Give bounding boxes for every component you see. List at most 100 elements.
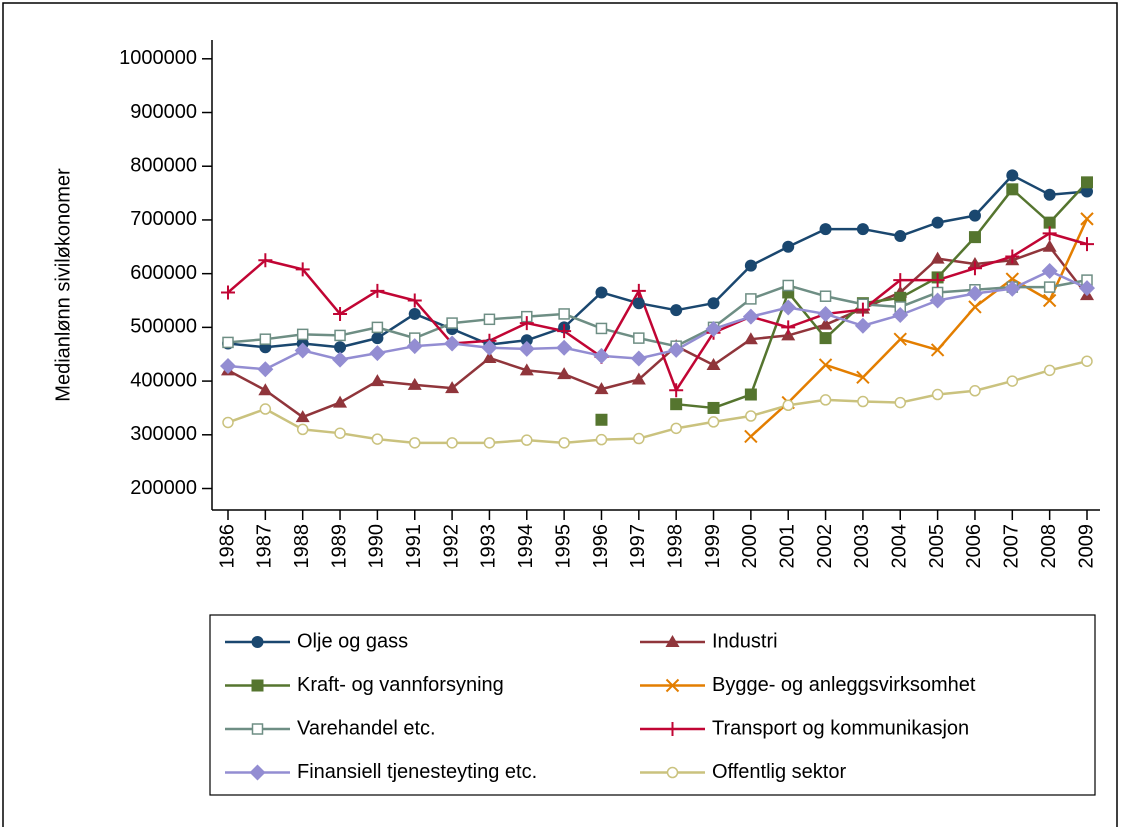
x-tick-label: 1990 (366, 524, 388, 569)
marker (893, 332, 907, 346)
x-tick-label: 2009 (1075, 524, 1097, 569)
marker (408, 437, 421, 449)
marker (1043, 281, 1056, 293)
marker (818, 358, 833, 372)
marker (782, 279, 794, 292)
marker (931, 216, 944, 229)
marker (1042, 293, 1057, 308)
marker (968, 231, 981, 244)
marker (370, 374, 385, 387)
y-tick-label: 200000 (130, 477, 197, 499)
marker (930, 343, 945, 357)
marker (665, 678, 680, 693)
marker (333, 395, 348, 408)
legend-label: Industri (712, 630, 778, 652)
marker (221, 285, 235, 300)
legend-label: Olje og gass (297, 630, 408, 652)
marker (1080, 212, 1094, 226)
marker (445, 381, 460, 394)
marker (1081, 185, 1093, 198)
marker (518, 340, 535, 357)
y-tick-label: 900000 (130, 101, 197, 123)
marker (893, 273, 908, 288)
marker (258, 253, 273, 268)
marker (819, 394, 832, 406)
series-line (227, 359, 1088, 445)
x-tick-label: 2008 (1038, 524, 1060, 569)
marker (930, 273, 945, 288)
marker (819, 290, 832, 302)
marker (520, 334, 533, 347)
marker (371, 321, 384, 334)
series-line (227, 245, 1088, 419)
x-tick-label: 1993 (478, 524, 500, 569)
marker (668, 341, 685, 358)
x-tick-label: 2005 (926, 524, 948, 569)
marker (854, 317, 871, 334)
marker (1042, 226, 1057, 241)
y-tick-label: 500000 (130, 316, 197, 338)
marker (408, 307, 421, 320)
marker (707, 416, 720, 428)
series-line (227, 174, 1088, 349)
marker (521, 434, 533, 446)
marker (220, 358, 236, 375)
x-tick-label: 2004 (889, 524, 911, 569)
marker (222, 416, 234, 429)
marker (444, 335, 461, 352)
marker (782, 240, 795, 253)
marker (251, 723, 264, 735)
series-line (227, 278, 1088, 348)
marker (595, 286, 608, 299)
x-tick-label: 1991 (403, 524, 425, 569)
marker (666, 766, 679, 779)
marker (481, 339, 498, 356)
x-tick-label: 1989 (328, 524, 350, 569)
marker (1043, 364, 1056, 377)
y-tick-label: 300000 (130, 423, 197, 445)
marker (371, 332, 384, 345)
marker (1004, 280, 1021, 297)
series-line (227, 269, 1088, 371)
marker (1006, 183, 1019, 196)
marker (483, 313, 496, 326)
marker (745, 410, 757, 422)
series-line (676, 181, 1088, 410)
marker (744, 429, 758, 444)
marker (558, 308, 570, 320)
marker (249, 764, 266, 781)
marker (257, 361, 274, 378)
legend-label: Finansiell tjenesteyting etc. (297, 761, 537, 783)
x-tick-label: 1996 (590, 524, 612, 569)
marker (968, 209, 981, 222)
marker (632, 297, 645, 310)
marker (1080, 237, 1094, 252)
marker (742, 308, 759, 325)
marker (483, 437, 496, 449)
x-tick-label: 1997 (627, 524, 649, 569)
marker (744, 388, 757, 401)
marker (819, 223, 832, 236)
legend (209, 614, 1096, 796)
marker (894, 396, 907, 409)
marker (446, 317, 458, 329)
marker (631, 283, 646, 298)
x-tick-label: 2002 (814, 524, 836, 569)
x-tick-label: 2006 (963, 524, 985, 569)
x-tick-label: 1994 (515, 524, 537, 569)
x-tick-label: 1988 (291, 524, 313, 569)
marker (1005, 249, 1020, 264)
marker (929, 292, 946, 309)
y-tick-label: 600000 (130, 262, 197, 284)
marker (969, 385, 981, 397)
marker (557, 367, 572, 380)
marker (1081, 176, 1093, 189)
marker (1081, 355, 1093, 367)
marker (259, 333, 272, 345)
marker (894, 230, 907, 243)
marker (743, 332, 758, 345)
marker (707, 401, 720, 414)
marker (334, 341, 347, 354)
marker (595, 413, 608, 426)
